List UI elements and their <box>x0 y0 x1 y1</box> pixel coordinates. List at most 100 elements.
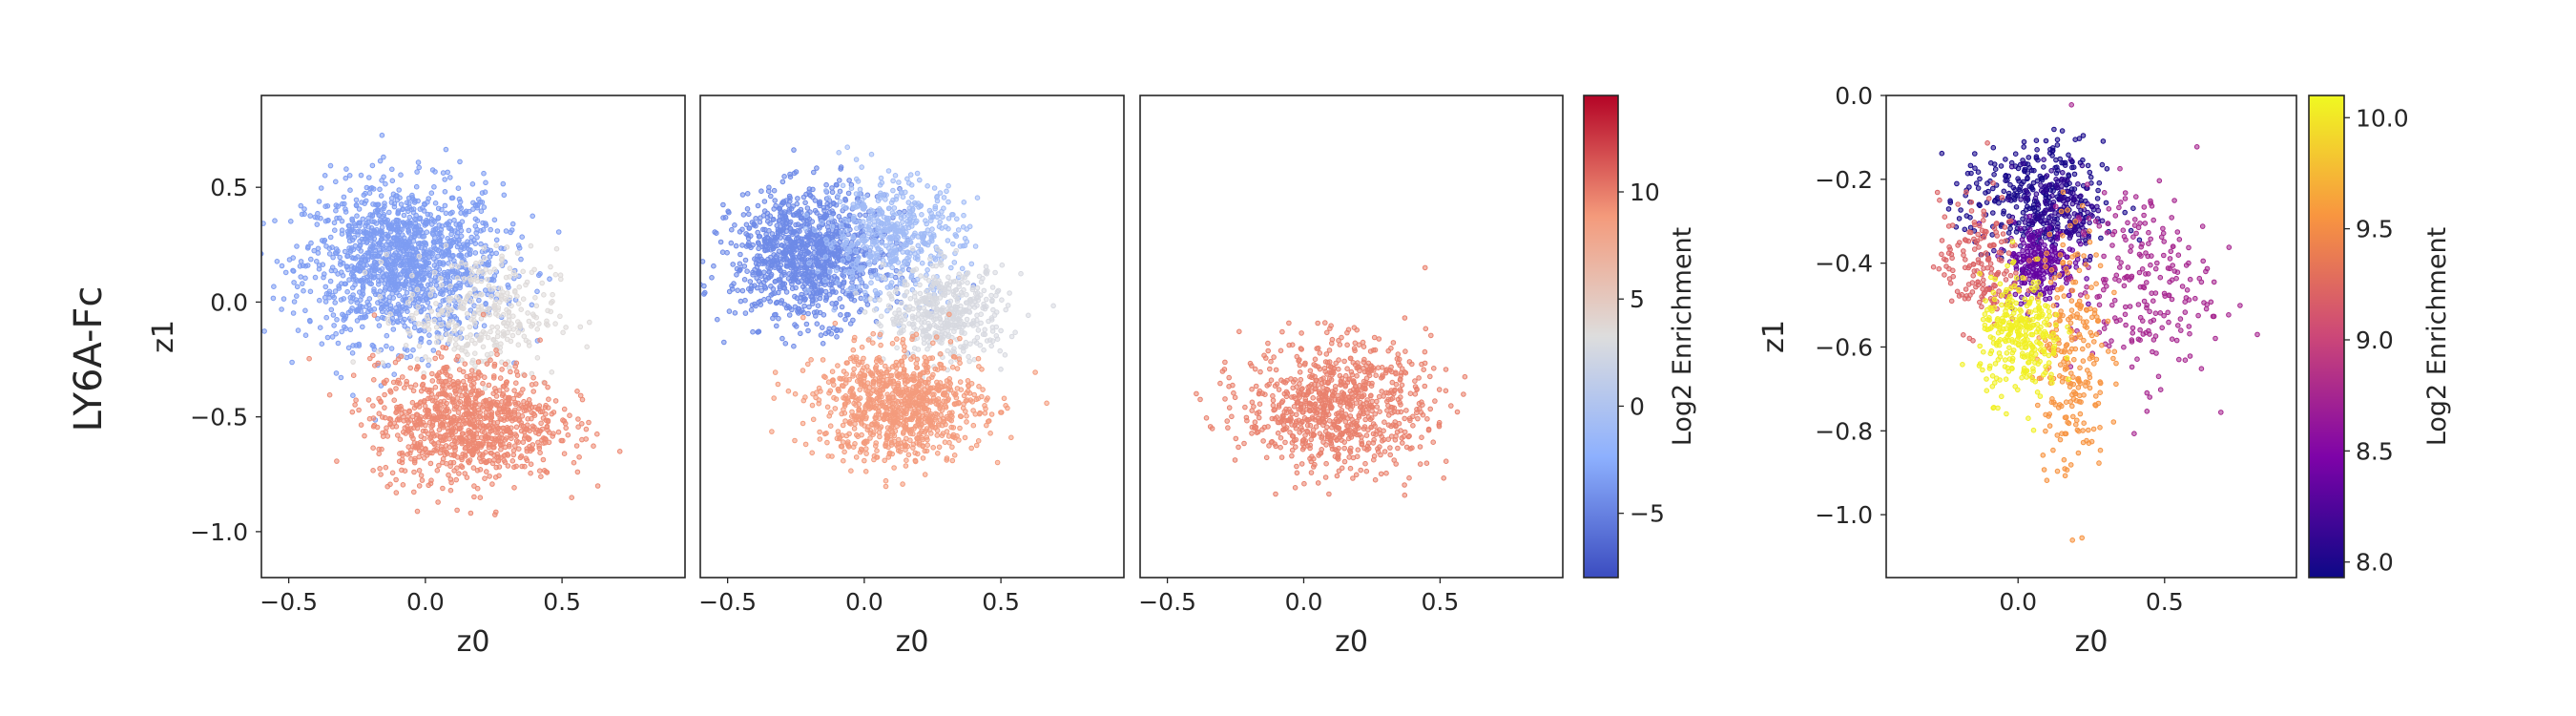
scatter-point <box>407 296 414 303</box>
scatter-point <box>974 312 980 319</box>
scatter-point <box>364 304 369 310</box>
scatter-point <box>412 420 418 426</box>
scatter-point <box>894 314 900 320</box>
scatter-point <box>390 320 396 326</box>
scatter-point <box>376 282 382 287</box>
scatter-point <box>1044 400 1049 407</box>
scatter-point <box>853 191 860 197</box>
scatter-point <box>375 348 382 354</box>
scatter-point <box>1003 306 1008 313</box>
scatter-point <box>930 274 937 281</box>
scatter-point <box>486 382 492 389</box>
scatter-point <box>423 220 428 226</box>
scatter-point <box>434 446 441 452</box>
scatter-point <box>426 266 432 272</box>
scatter-point <box>908 182 915 188</box>
scatter-point <box>509 458 516 464</box>
scatter-point <box>322 237 328 243</box>
scatter-point <box>419 241 425 246</box>
scatter-point <box>857 387 863 393</box>
scatter-point <box>492 299 499 305</box>
scatter-point <box>338 262 343 267</box>
scatter-point <box>401 429 406 435</box>
scatter-point <box>308 240 314 246</box>
scatter-point <box>446 252 451 258</box>
scatter-point <box>351 264 358 271</box>
scatter-point <box>772 312 778 318</box>
scatter-point <box>335 340 342 347</box>
scatter-point <box>404 347 410 353</box>
scatter-point <box>862 457 867 464</box>
scatter-point <box>497 299 503 305</box>
scatter-point <box>380 360 385 366</box>
scatter-point <box>524 457 530 464</box>
scatter-point <box>730 262 737 267</box>
scatter-point <box>701 291 707 297</box>
scatter-point <box>515 329 522 336</box>
scatter-point <box>458 435 464 442</box>
scatter-point <box>405 452 411 457</box>
scatter-point <box>877 192 883 199</box>
scatter-point <box>900 219 905 225</box>
scatter-point <box>918 273 924 279</box>
scatter-point <box>457 252 463 259</box>
scatter-point <box>937 190 944 196</box>
scatter-point <box>418 473 425 478</box>
scatter-point <box>326 288 333 295</box>
scatter-point <box>513 424 520 431</box>
scatter-point <box>330 254 336 261</box>
scatter-point <box>537 450 543 456</box>
scatter-point <box>402 305 408 312</box>
scatter-point <box>836 150 842 156</box>
scatter-point <box>953 286 960 293</box>
scatter-point <box>280 296 287 302</box>
scatter-point <box>562 420 569 427</box>
scatter-point <box>519 463 525 470</box>
scatter-point <box>438 322 445 327</box>
scatter-point <box>343 206 348 212</box>
scatter-point <box>959 279 965 285</box>
scatter-point <box>806 304 812 310</box>
scatter-point <box>835 193 841 199</box>
scatter-point <box>413 183 420 190</box>
scatter-point <box>942 292 948 299</box>
scatter-point <box>817 234 823 241</box>
scatter-point <box>458 425 464 432</box>
scatter-point <box>711 263 717 269</box>
scatter-point <box>758 287 765 294</box>
scatter-point <box>516 446 522 453</box>
scatter-point <box>366 190 373 196</box>
scatter-point <box>440 459 446 466</box>
scatter-point <box>420 205 426 211</box>
scatter-point <box>915 311 922 317</box>
scatter-point <box>862 309 868 315</box>
scatter-point <box>442 386 447 392</box>
scatter-point <box>384 251 389 258</box>
scatter-point <box>428 477 434 484</box>
scatter-point <box>369 162 376 169</box>
scatter-point <box>426 332 432 338</box>
scatter-point <box>538 420 544 427</box>
scatter-point <box>424 314 430 320</box>
scatter-point <box>980 305 986 311</box>
scatter-point <box>812 207 819 214</box>
scatter-point <box>450 418 457 424</box>
scatter-point <box>447 392 453 399</box>
scatter-point <box>349 409 356 415</box>
scatter-point <box>739 242 745 248</box>
scatter-point <box>498 294 505 300</box>
scatter-point <box>849 242 856 248</box>
scatter-point <box>700 259 706 264</box>
scatter-point <box>894 286 900 292</box>
scatter-point <box>375 300 381 305</box>
scatter-point <box>867 296 874 302</box>
scatter-point <box>838 222 844 228</box>
scatter-point <box>826 326 833 332</box>
scatter-point <box>333 179 339 185</box>
scatter-point <box>436 316 443 323</box>
scatter-point <box>907 250 913 256</box>
scatter-point <box>436 462 442 469</box>
scatter-point <box>932 203 939 210</box>
scatter-point <box>509 227 515 233</box>
scatter-point <box>874 252 881 259</box>
